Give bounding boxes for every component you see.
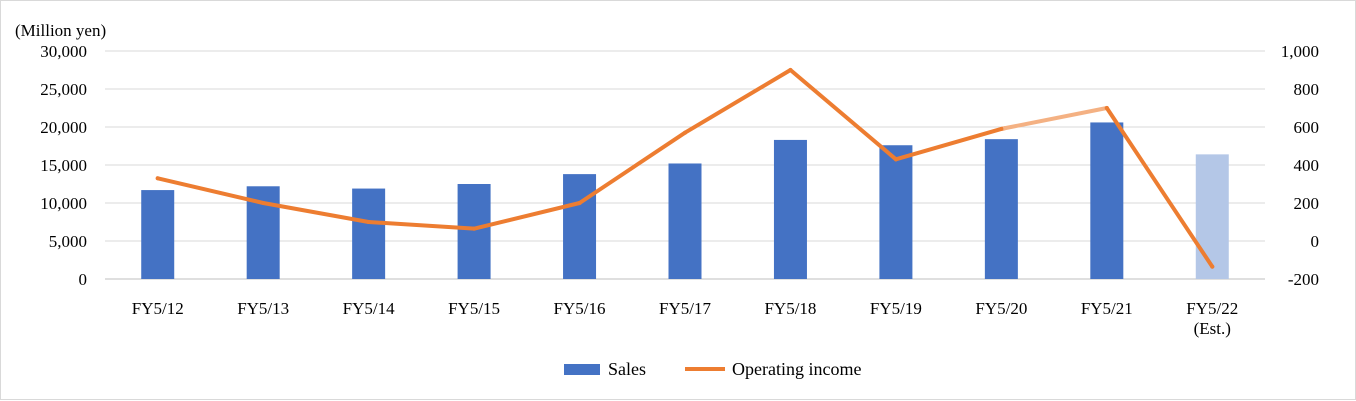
x-tick-label: FY5/22: [1186, 299, 1238, 318]
y-left-tick-label: 20,000: [40, 118, 87, 137]
operating-income-point: [366, 220, 371, 224]
sales-bar: [773, 139, 807, 279]
sales-bar: [352, 188, 386, 279]
operating-income-point: [261, 201, 266, 205]
operating-income-line-segment: [155, 176, 266, 205]
x-tick-sublabel: (Est.): [1194, 319, 1231, 338]
operating-income-point: [893, 157, 898, 162]
operating-income-point: [999, 126, 1004, 131]
sales-bar: [879, 145, 913, 279]
operating-income-point: [683, 130, 687, 135]
y-right-tick-label: 1,000: [1281, 42, 1319, 61]
y-right-tick-label: 800: [1294, 80, 1320, 99]
sales-bar: [563, 174, 597, 279]
sales-bar: [668, 163, 702, 279]
x-tick-label: FY5/12: [132, 299, 184, 318]
y-right-tick-label: 0: [1311, 232, 1320, 251]
operating-income-line-segment: [1002, 106, 1109, 131]
legend-sales-label: Sales: [608, 359, 646, 379]
y-axis-unit-label: (Million yen): [15, 21, 106, 40]
y-left-tick-label: 0: [79, 270, 88, 289]
x-tick-label: FY5/13: [237, 299, 289, 318]
legend-operating-income-label: Operating income: [732, 359, 861, 379]
x-tick-label: FY5/21: [1081, 299, 1133, 318]
sales-bar: [457, 184, 491, 279]
x-tick-label: FY5/17: [659, 299, 711, 318]
y-right-tick-label: 600: [1294, 118, 1320, 137]
operating-income-point: [788, 68, 793, 72]
y-left-tick-label: 10,000: [40, 194, 87, 213]
x-tick-label: FY5/20: [975, 299, 1027, 318]
x-tick-label: FY5/18: [764, 299, 816, 318]
y-left-tick-label: 30,000: [40, 42, 87, 61]
operating-income-line-segment: [1104, 106, 1215, 269]
operating-income-point: [1210, 264, 1215, 269]
operating-income-point: [577, 201, 582, 205]
sales-bar: [141, 190, 175, 279]
sales-bar: [984, 139, 1018, 279]
sales-bar: [1195, 154, 1229, 279]
operating-income-line-segment: [366, 220, 477, 231]
x-tick-label: FY5/14: [343, 299, 395, 318]
operating-income-line-segment: [577, 130, 687, 205]
operating-income-point: [155, 176, 160, 181]
x-tick-label: FY5/16: [554, 299, 606, 318]
y-right-tick-label: 200: [1294, 194, 1320, 213]
sales-bar: [1090, 122, 1124, 279]
operating-income-point: [1104, 106, 1109, 110]
y-right-tick-label: -200: [1288, 270, 1319, 289]
legend: Sales Operating income: [564, 359, 861, 379]
y-left-tick-label: 5,000: [49, 232, 87, 251]
operating-income-point: [472, 226, 477, 231]
operating-income-line-segment: [261, 201, 371, 224]
x-tick-label: FY5/15: [448, 299, 500, 318]
legend-sales-swatch: [564, 364, 600, 375]
y-left-tick-label: 15,000: [40, 156, 87, 175]
y-left-tick-label: 25,000: [40, 80, 87, 99]
operating-income-line-segment: [472, 201, 582, 231]
operating-income-line-segment: [893, 126, 1004, 162]
operating-income-line-segment: [683, 68, 793, 135]
x-tick-label: FY5/19: [870, 299, 922, 318]
y-right-tick-label: 400: [1294, 156, 1320, 175]
operating-income-line-segment: [788, 68, 898, 162]
